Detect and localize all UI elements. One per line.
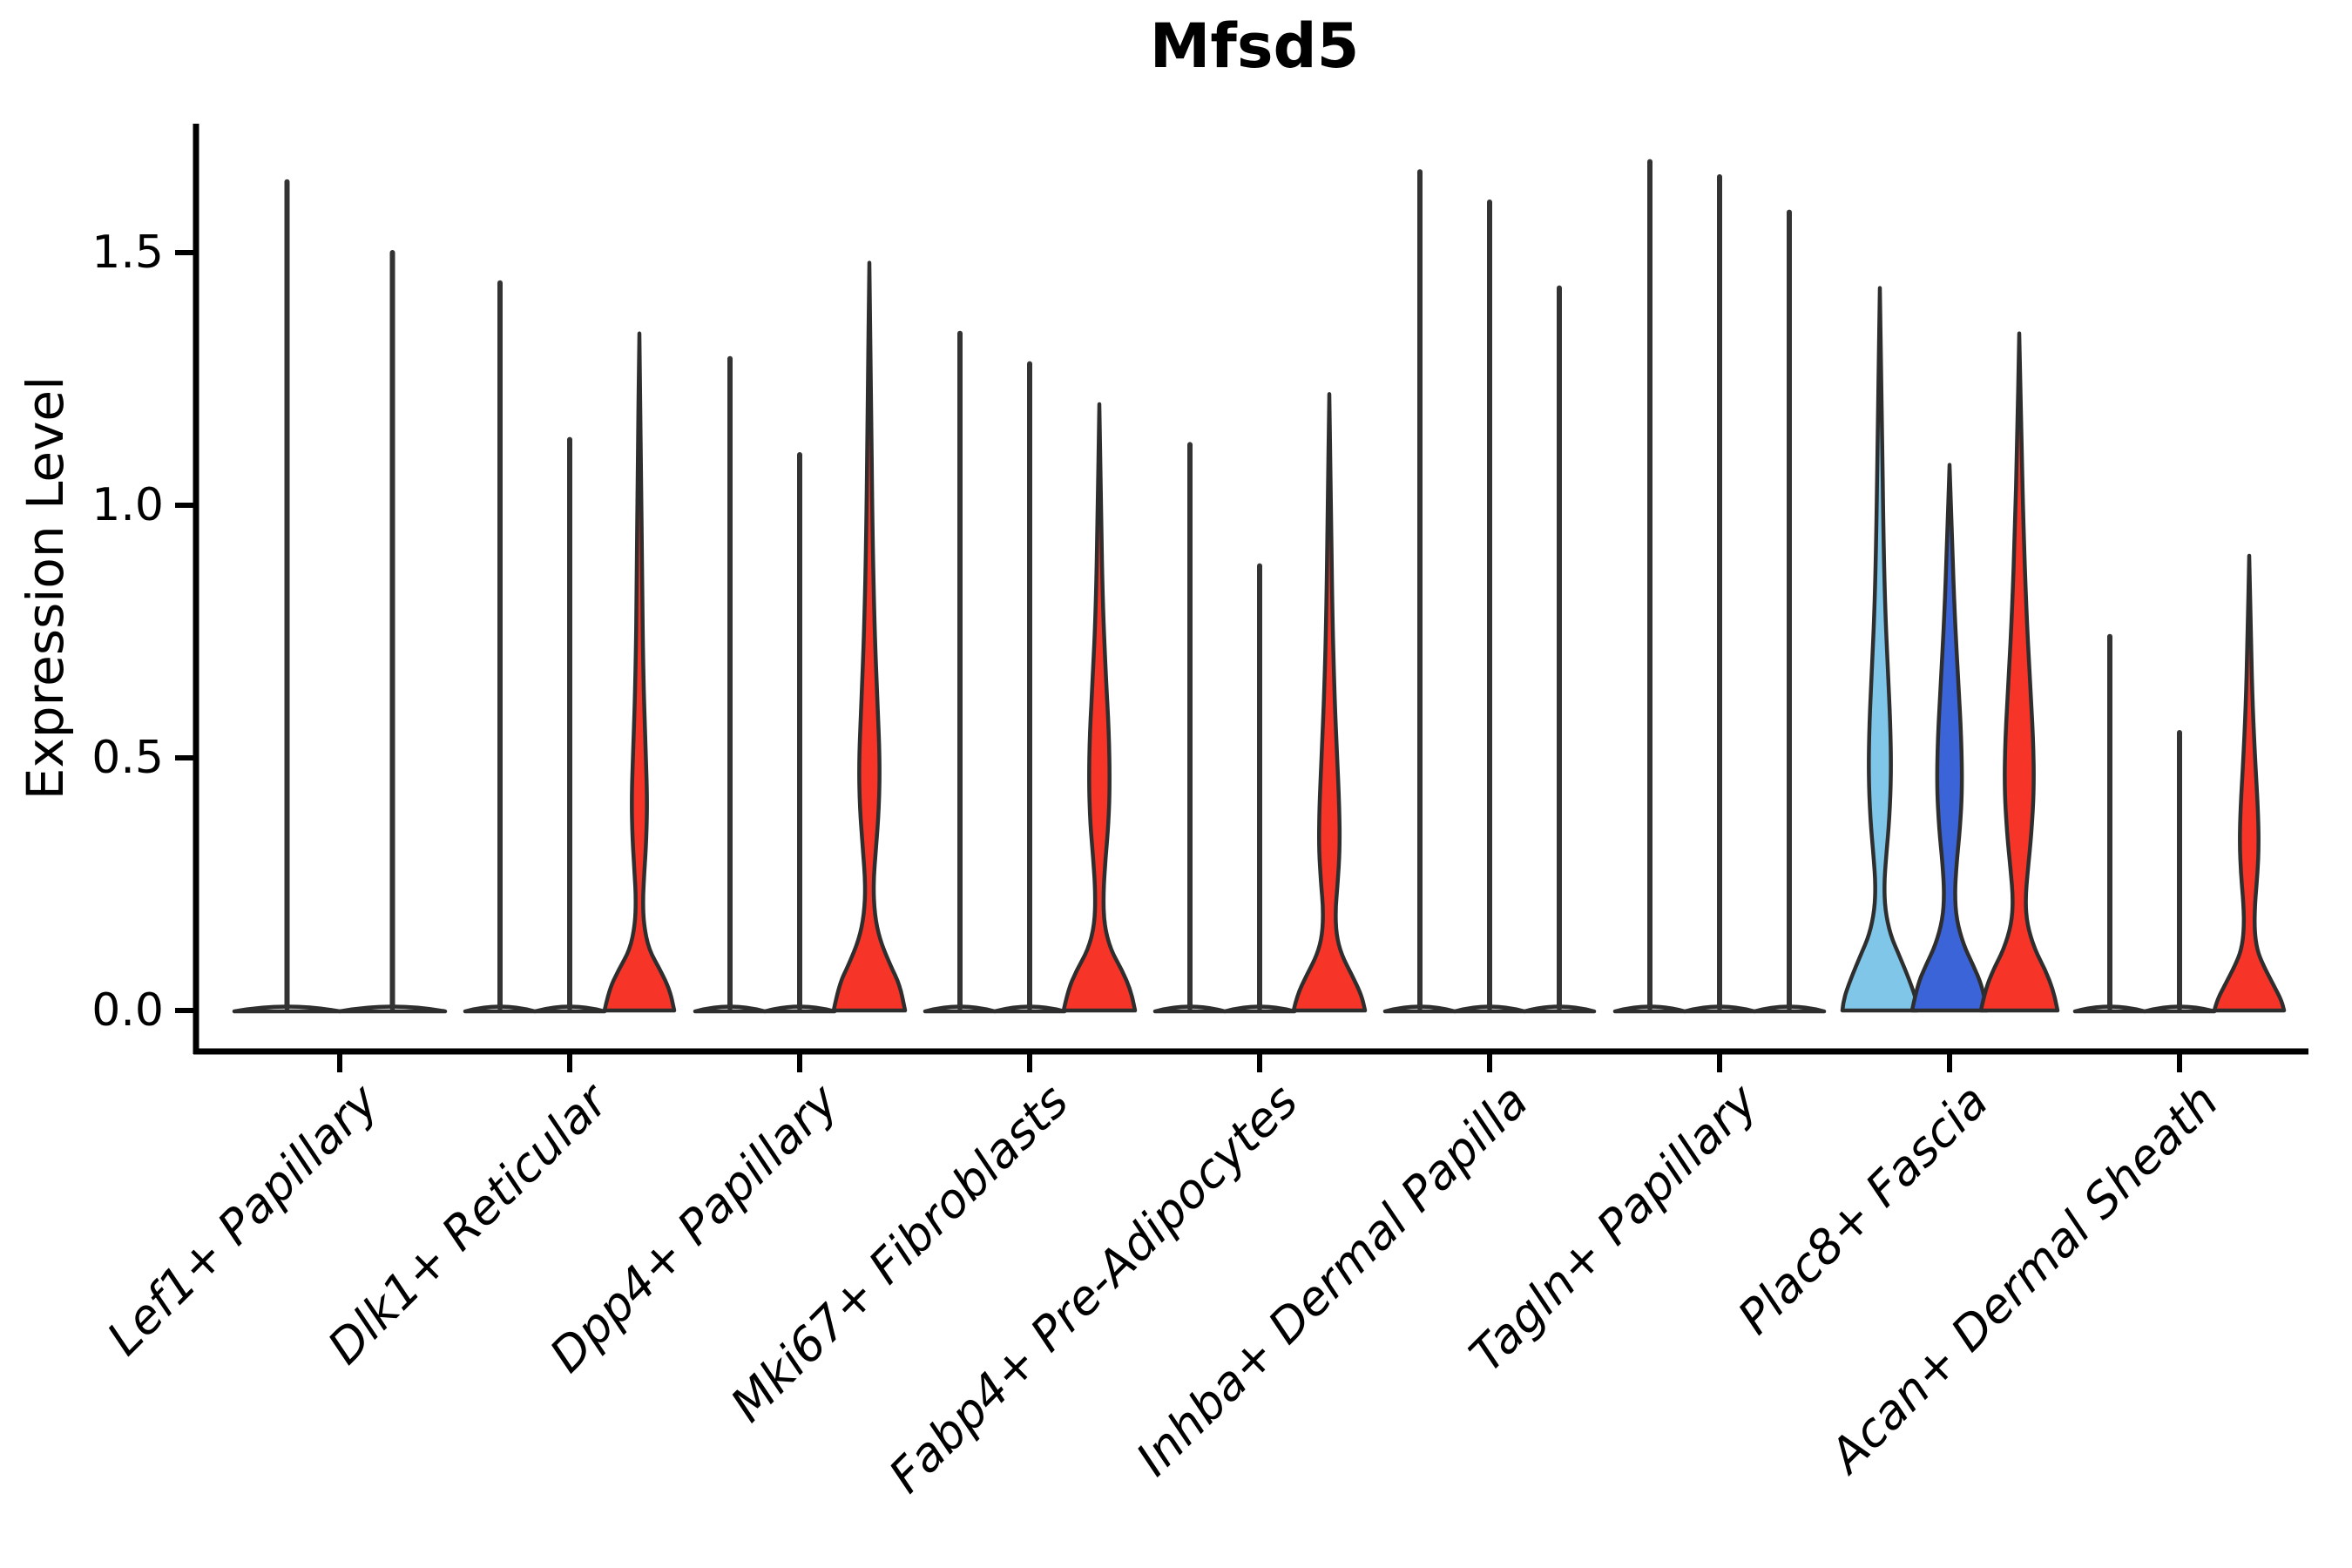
y-tick-label: 1.5 — [91, 226, 164, 279]
violin-blue — [1909, 463, 1990, 1013]
y-tick-label: 0.5 — [91, 732, 164, 784]
y-tick-label: 0.0 — [91, 984, 164, 1037]
violin-lightblue — [1840, 286, 1920, 1013]
violin-red — [831, 260, 908, 1013]
violin-red — [2212, 553, 2287, 1013]
violin-red — [1061, 402, 1138, 1013]
chart-title: Mfsd5 — [1149, 10, 1360, 82]
violin-red — [1291, 392, 1368, 1013]
violin-red — [602, 331, 677, 1013]
violin-red — [1978, 331, 2060, 1013]
y-tick-label: 1.0 — [91, 479, 164, 531]
